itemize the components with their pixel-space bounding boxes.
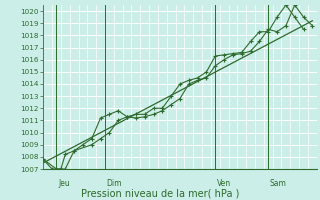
Text: Sam: Sam	[270, 179, 287, 188]
Text: Jeu: Jeu	[58, 179, 70, 188]
Text: Dim: Dim	[107, 179, 122, 188]
Text: Ven: Ven	[217, 179, 231, 188]
Text: Pression niveau de la mer( hPa ): Pression niveau de la mer( hPa )	[81, 188, 239, 198]
